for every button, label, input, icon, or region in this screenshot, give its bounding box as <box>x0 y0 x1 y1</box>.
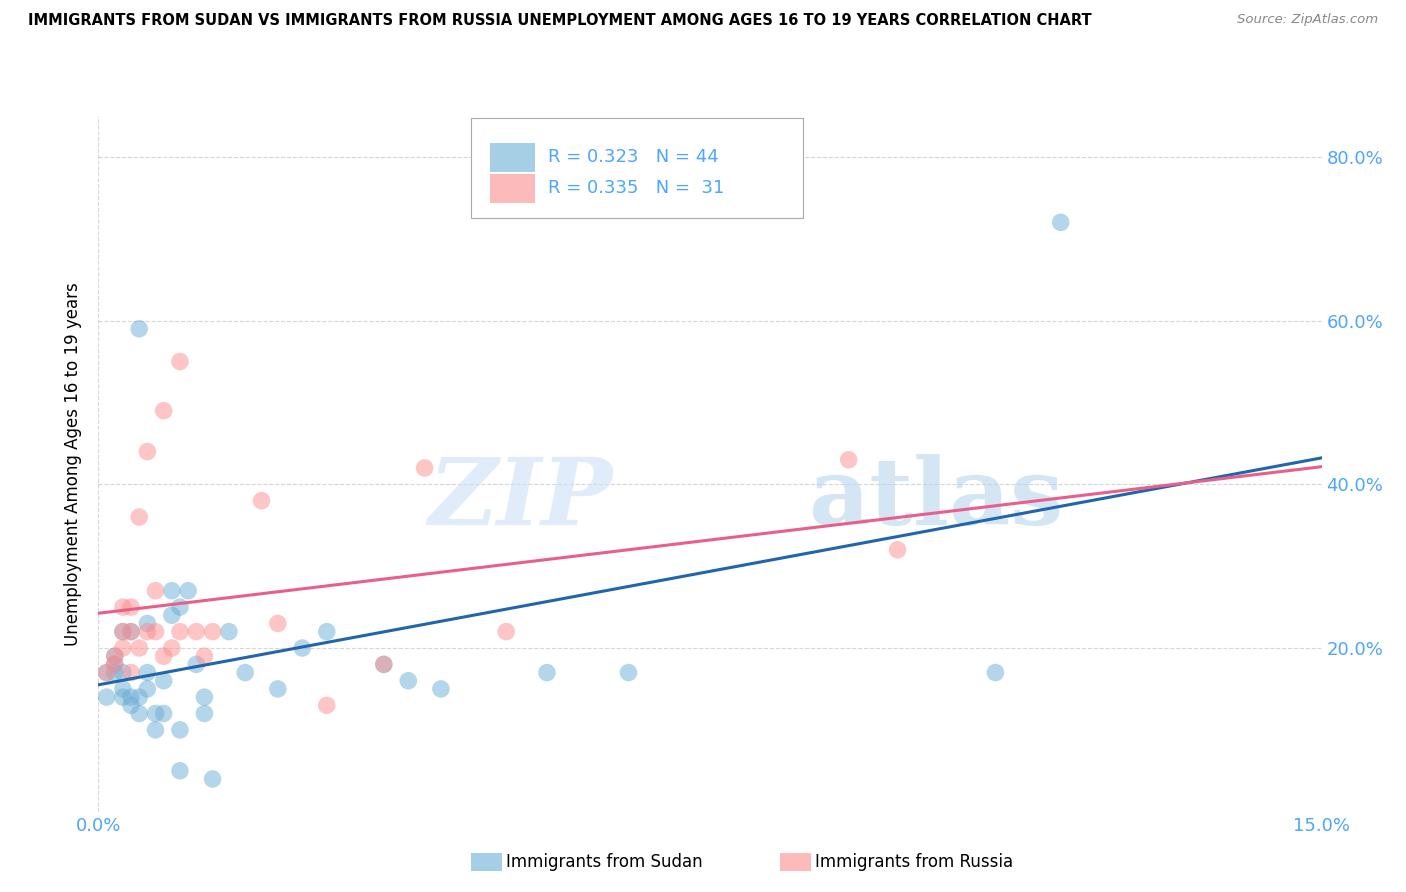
Text: Immigrants from Sudan: Immigrants from Sudan <box>506 853 703 871</box>
Point <box>136 624 159 639</box>
Point <box>120 624 142 639</box>
Point <box>128 640 150 655</box>
Text: ZIP: ZIP <box>427 454 612 543</box>
Point <box>193 690 215 705</box>
Point <box>120 600 142 615</box>
Text: R = 0.335   N =  31: R = 0.335 N = 31 <box>547 179 724 197</box>
Point <box>169 764 191 778</box>
Point <box>152 403 174 417</box>
Point <box>104 657 127 672</box>
Point <box>291 640 314 655</box>
Point <box>145 624 167 639</box>
Point <box>96 665 118 680</box>
Point <box>617 665 640 680</box>
Point <box>536 665 558 680</box>
Point <box>186 657 208 672</box>
Point <box>177 583 200 598</box>
Point <box>267 681 290 696</box>
Point <box>145 583 167 598</box>
Point <box>160 608 183 623</box>
Point <box>120 690 142 705</box>
Point <box>111 665 134 680</box>
Point <box>136 681 159 696</box>
Point <box>104 665 127 680</box>
Point <box>136 444 159 458</box>
Point <box>104 657 127 672</box>
Point <box>267 616 290 631</box>
Point <box>193 706 215 721</box>
Point <box>128 322 150 336</box>
Point <box>315 624 337 639</box>
Point <box>984 665 1007 680</box>
Y-axis label: Unemployment Among Ages 16 to 19 years: Unemployment Among Ages 16 to 19 years <box>65 282 83 646</box>
Point <box>111 681 134 696</box>
Point <box>111 640 134 655</box>
Point <box>218 624 240 639</box>
Point <box>152 706 174 721</box>
Point <box>128 706 150 721</box>
Point <box>145 723 167 737</box>
Point <box>886 542 908 557</box>
Point <box>136 616 159 631</box>
Point <box>160 583 183 598</box>
Text: IMMIGRANTS FROM SUDAN VS IMMIGRANTS FROM RUSSIA UNEMPLOYMENT AMONG AGES 16 TO 19: IMMIGRANTS FROM SUDAN VS IMMIGRANTS FROM… <box>28 13 1091 29</box>
Point <box>152 649 174 664</box>
Point <box>315 698 337 713</box>
Point <box>1049 215 1071 229</box>
Point <box>396 673 419 688</box>
Point <box>128 510 150 524</box>
Text: atlas: atlas <box>808 454 1063 543</box>
Point <box>193 649 215 664</box>
Point <box>201 624 224 639</box>
Point <box>838 452 860 467</box>
Point <box>373 657 395 672</box>
Point <box>430 681 453 696</box>
Point <box>96 665 118 680</box>
Text: R = 0.323   N = 44: R = 0.323 N = 44 <box>547 148 718 166</box>
Point <box>136 665 159 680</box>
Point <box>169 723 191 737</box>
Point <box>160 640 183 655</box>
Point <box>128 690 150 705</box>
Point <box>145 706 167 721</box>
Point <box>120 624 142 639</box>
Point <box>111 624 134 639</box>
Point <box>186 624 208 639</box>
Point <box>169 624 191 639</box>
Point <box>233 665 256 680</box>
Point <box>104 649 127 664</box>
Point <box>120 665 142 680</box>
Point <box>201 772 224 786</box>
Point <box>120 698 142 713</box>
Point <box>111 690 134 705</box>
Text: Immigrants from Russia: Immigrants from Russia <box>815 853 1014 871</box>
Point <box>169 354 191 368</box>
Point <box>152 673 174 688</box>
Point <box>111 624 134 639</box>
Point <box>373 657 395 672</box>
Point <box>111 600 134 615</box>
Point <box>413 461 436 475</box>
Point <box>250 493 273 508</box>
Point <box>495 624 517 639</box>
Text: Source: ZipAtlas.com: Source: ZipAtlas.com <box>1237 13 1378 27</box>
Point <box>104 649 127 664</box>
Point <box>169 600 191 615</box>
Point <box>96 690 118 705</box>
